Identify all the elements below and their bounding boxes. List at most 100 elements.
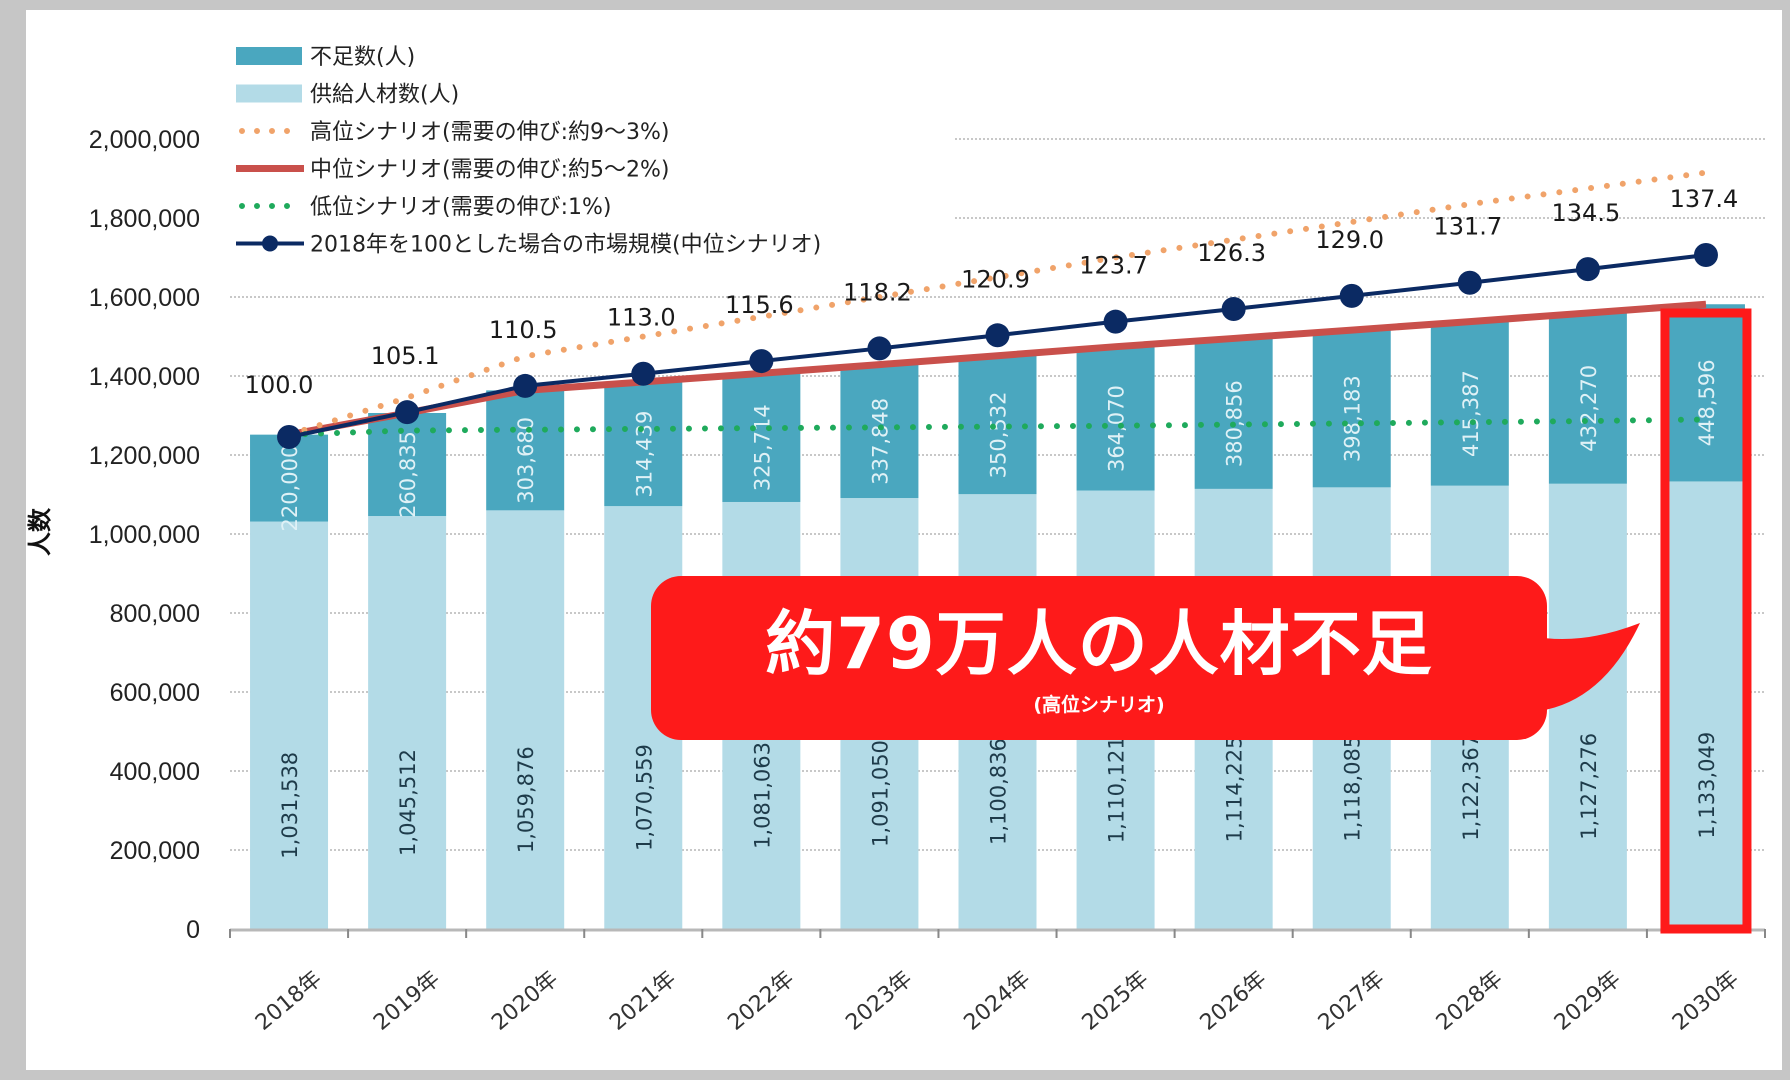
x-tick-label: 2020年 bbox=[487, 966, 563, 1035]
bar-supply-0 bbox=[250, 521, 329, 929]
legend-item-5-marker bbox=[262, 235, 278, 252]
market-index-label: 110.5 bbox=[489, 316, 558, 344]
x-tick-label: 2028年 bbox=[1432, 966, 1508, 1035]
market-index-label: 126.3 bbox=[1197, 239, 1266, 267]
bar-shortage-label: 337,848 bbox=[868, 398, 892, 485]
bar-shortage-2 bbox=[486, 390, 565, 511]
bar-supply-1 bbox=[368, 516, 447, 929]
bar-supply-label: 1,031,538 bbox=[278, 752, 302, 859]
y-tick-label: 400,000 bbox=[110, 758, 200, 786]
bar-supply-2 bbox=[486, 510, 565, 929]
callout-box bbox=[651, 576, 1547, 740]
bar-supply-label: 1,091,050 bbox=[868, 740, 892, 847]
y-axis-ticks: 0 200,000 400,000 600,000 800,000 1,000,000 1,… bbox=[89, 126, 200, 944]
bar-shortage-label: 398,183 bbox=[1341, 375, 1365, 462]
bar-shortage-label: 260,835 bbox=[396, 431, 420, 518]
y-tick-label: 1,200,000 bbox=[89, 442, 200, 470]
market-index-label: 123.7 bbox=[1079, 252, 1148, 280]
x-tick-label: 2018年 bbox=[251, 966, 327, 1035]
bar-shortage-label: 432,270 bbox=[1577, 365, 1601, 452]
market-index-label: 100.0 bbox=[245, 371, 314, 399]
bar-shortage-3 bbox=[604, 381, 683, 507]
callout-tail bbox=[1531, 623, 1640, 712]
callout-main-text: 約79万人の人材不足 bbox=[765, 603, 1433, 685]
market-index-label: 131.7 bbox=[1433, 213, 1502, 241]
bar-supply-label: 1,081,063 bbox=[750, 742, 774, 849]
y-tick-label: 1,600,000 bbox=[89, 284, 200, 312]
market-index-marker bbox=[985, 323, 1010, 348]
bar-supply-label: 1,114,225 bbox=[1223, 735, 1247, 842]
x-tick-label: 2025年 bbox=[1078, 966, 1154, 1035]
y-axis-title: 人数 bbox=[26, 507, 54, 556]
market-index-marker bbox=[749, 349, 774, 374]
y-tick-label: 1,800,000 bbox=[89, 205, 200, 233]
bar-shortage-label: 314,439 bbox=[632, 411, 656, 498]
x-tick-label: 2021年 bbox=[605, 966, 681, 1035]
y-tick-label: 1,400,000 bbox=[89, 363, 200, 391]
market-index-marker bbox=[513, 373, 538, 398]
y-tick-label: 0 bbox=[186, 916, 200, 944]
bar-supply-11 bbox=[1548, 483, 1627, 929]
market-index-marker bbox=[867, 336, 892, 361]
callout-sub-text: (高位シナリオ) bbox=[1033, 694, 1165, 716]
x-tick-label: 2024年 bbox=[960, 966, 1036, 1035]
bar-shortage-label: 415,387 bbox=[1459, 370, 1483, 457]
bar-shortage-label: 220,000 bbox=[278, 445, 302, 532]
market-index-label: 120.9 bbox=[961, 265, 1030, 293]
legend-item-2-label: 高位シナリオ(需要の伸び:約9〜3%) bbox=[310, 120, 669, 145]
market-index-marker bbox=[1693, 243, 1718, 267]
x-tick-label: 2027年 bbox=[1314, 966, 1390, 1035]
legend: 不足数(人) 供給人材数(人) 高位シナリオ(需要の伸び:約9〜3%) 中位シナリオ(… bbox=[236, 45, 821, 258]
market-index-marker bbox=[1575, 257, 1600, 282]
bar-shortage-12 bbox=[1666, 304, 1745, 482]
shortage-callout: 約79万人の人材不足 (高位シナリオ) bbox=[651, 576, 1640, 740]
market-index-marker bbox=[1103, 309, 1128, 334]
market-index-label: 129.0 bbox=[1315, 226, 1384, 254]
market-index-label: 134.5 bbox=[1552, 199, 1621, 227]
x-tick-label: 2026年 bbox=[1196, 966, 1272, 1035]
bar-supply-label: 1,133,049 bbox=[1695, 732, 1719, 839]
bar-supply-label: 1,122,367 bbox=[1459, 734, 1483, 841]
legend-item-0-swatch bbox=[236, 47, 302, 65]
y-tick-label: 600,000 bbox=[110, 679, 200, 707]
legend-item-1-label: 供給人材数(人) bbox=[310, 83, 459, 108]
bar-shortage-label: 448,596 bbox=[1695, 359, 1719, 446]
market-index-marker bbox=[395, 400, 420, 425]
bar-supply-label: 1,100,836 bbox=[987, 738, 1011, 845]
scenario-lines: 100.0 105.1 110.5 113.0 115.6 118.2 120.9 123.7… bbox=[245, 169, 1738, 449]
gridlines bbox=[230, 138, 1765, 851]
bar-supply-label: 1,059,876 bbox=[514, 746, 538, 853]
bar-shortage-label: 303,680 bbox=[514, 417, 538, 504]
market-index-marker bbox=[1457, 270, 1482, 295]
bar-shortage-label: 364,070 bbox=[1105, 385, 1129, 472]
market-index-label: 118.2 bbox=[843, 278, 912, 306]
market-index-label: 115.6 bbox=[725, 291, 794, 319]
legend-item-1-swatch bbox=[236, 84, 302, 103]
y-tick-label: 200,000 bbox=[110, 837, 200, 865]
x-tick-label: 2029年 bbox=[1550, 966, 1626, 1035]
legend-item-0-label: 不足数(人) bbox=[310, 45, 415, 70]
market-index-marker bbox=[1221, 297, 1246, 322]
x-tick-label: 2019年 bbox=[369, 966, 445, 1035]
highlight-box-2030 bbox=[1660, 308, 1752, 934]
bar-shortage-8 bbox=[1194, 338, 1273, 489]
market-index-label: 113.0 bbox=[607, 304, 676, 332]
x-tick-label: 2023年 bbox=[841, 966, 917, 1035]
bar-supply-label: 1,118,085 bbox=[1341, 735, 1365, 842]
bar-supply-12 bbox=[1666, 481, 1745, 929]
bar-shortage-7 bbox=[1076, 346, 1155, 491]
y-tick-label: 800,000 bbox=[110, 600, 200, 628]
bar-shortage-4 bbox=[722, 373, 801, 502]
bar-shortage-11 bbox=[1548, 312, 1627, 484]
y-tick-label: 1,000,000 bbox=[89, 521, 200, 549]
bar-supply-label: 1,110,121 bbox=[1105, 736, 1129, 843]
bar-shortage-9 bbox=[1312, 330, 1391, 488]
market-index-marker bbox=[277, 425, 302, 449]
bar-supply-label: 1,070,559 bbox=[632, 744, 656, 851]
legend-item-4-label: 低位シナリオ(需要の伸び:1%) bbox=[310, 195, 611, 220]
bar-shortage-5 bbox=[840, 364, 919, 499]
bar-shortage-0 bbox=[250, 434, 329, 522]
market-index-marker bbox=[631, 361, 656, 386]
x-tick-label: 2022年 bbox=[723, 966, 799, 1035]
